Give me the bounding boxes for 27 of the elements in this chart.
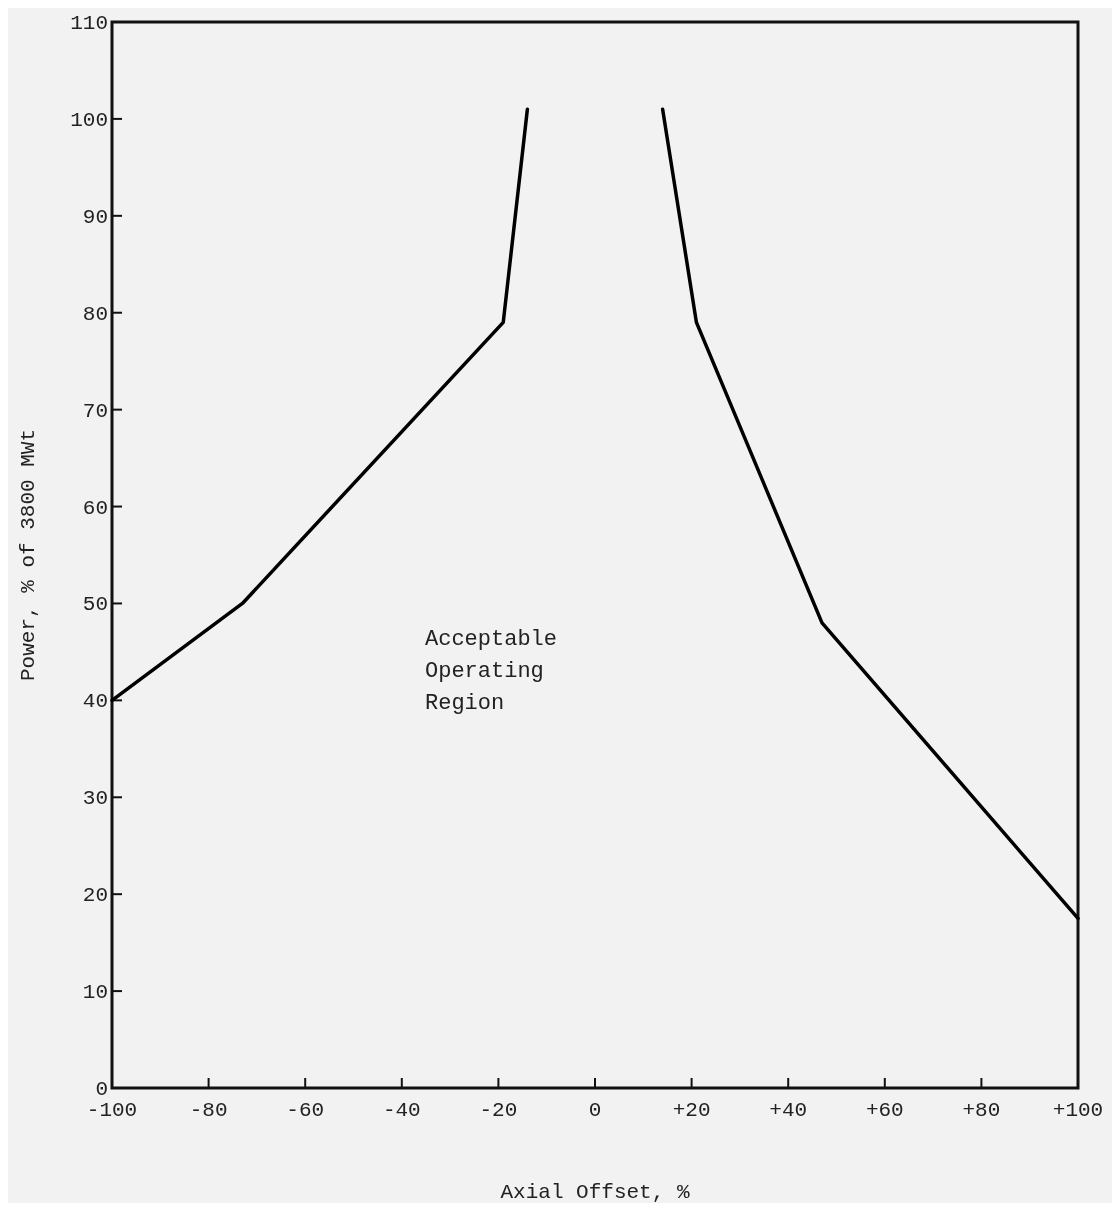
x-tick-label: +80 xyxy=(962,1099,1001,1122)
y-tick-label: 40 xyxy=(82,690,108,714)
x-tick-label: -80 xyxy=(189,1099,228,1122)
y-tick-label: 90 xyxy=(82,205,108,229)
y-tick-label: 60 xyxy=(82,496,108,520)
y-tick-label: 100 xyxy=(70,108,108,132)
y-tick-label: 70 xyxy=(82,399,108,423)
line-series xyxy=(660,107,1080,921)
y-tick-label: 20 xyxy=(82,884,108,908)
y-tick-label: 10 xyxy=(82,981,108,1005)
y-tick-label: 0 xyxy=(95,1078,108,1101)
x-axis-title: Axial Offset, % xyxy=(500,1181,690,1204)
x-tick-label: -40 xyxy=(382,1099,421,1122)
y-tick-label: 50 xyxy=(82,593,108,617)
x-tick-label: 0 xyxy=(588,1099,602,1122)
x-tick-label: +100 xyxy=(1052,1099,1104,1122)
y-tick-label: 30 xyxy=(82,787,108,811)
y-tick-label: 80 xyxy=(82,302,108,326)
x-tick-label: +60 xyxy=(865,1099,904,1122)
x-tick-label: +20 xyxy=(672,1099,711,1122)
y-tick-label: 110 xyxy=(70,12,108,35)
x-tick-label: -20 xyxy=(479,1099,518,1122)
x-tick-label: +40 xyxy=(769,1099,808,1122)
annotation: Acceptable Operating Region xyxy=(425,627,558,716)
x-tick-label: -100 xyxy=(86,1099,138,1122)
y-axis-title: Power, % of 3800 MWt xyxy=(17,428,40,682)
x-tick-label: -60 xyxy=(286,1099,325,1122)
